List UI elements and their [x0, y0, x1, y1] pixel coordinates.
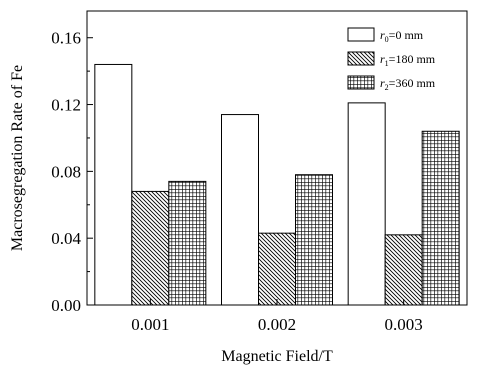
bar-1-0.003	[384, 234, 423, 306]
x-tick-label: 0.002	[258, 315, 296, 334]
x-axis: 0.001 0.002 0.003	[131, 299, 423, 334]
legend-swatch	[347, 75, 375, 90]
y-tick-label: 0.00	[51, 296, 81, 315]
x-tick-label: 0.001	[131, 315, 169, 334]
bar-0-0.003	[347, 102, 386, 306]
y-tick-label: 0.04	[51, 229, 81, 248]
legend-label: r1=180 mm	[380, 52, 436, 68]
bar-1-0.002	[258, 232, 296, 306]
bar-0-0.002	[221, 114, 259, 306]
legend-label: r2=360 mm	[380, 76, 436, 92]
legend: r0=0 mm r1=180 mm r2=360 mm	[347, 27, 436, 92]
y-axis: 0.00 0.04 0.08 0.12 0.16	[51, 29, 93, 315]
bar-2-0.002	[295, 174, 333, 306]
y-tick-label: 0.16	[51, 29, 81, 48]
y-axis-title: Macrosegregation Rate of Fe	[9, 65, 26, 251]
plot-area: 0.00 0.04 0.08 0.12 0.16 0.001 0.002 0.003	[51, 10, 468, 334]
bar-2-0.001	[168, 180, 207, 306]
bar-0-0.001	[94, 63, 133, 306]
legend-swatch	[347, 51, 375, 66]
y-tick-label: 0.12	[51, 96, 81, 115]
bar-1-0.001	[131, 190, 170, 306]
bar-2-0.003	[421, 130, 460, 306]
legend-label: r0=0 mm	[380, 28, 424, 44]
x-axis-title: Magnetic Field/T	[221, 348, 333, 365]
bars-group	[94, 63, 460, 306]
x-tick-label: 0.003	[385, 315, 423, 334]
legend-swatch	[347, 27, 375, 42]
y-tick-label: 0.08	[51, 162, 81, 181]
